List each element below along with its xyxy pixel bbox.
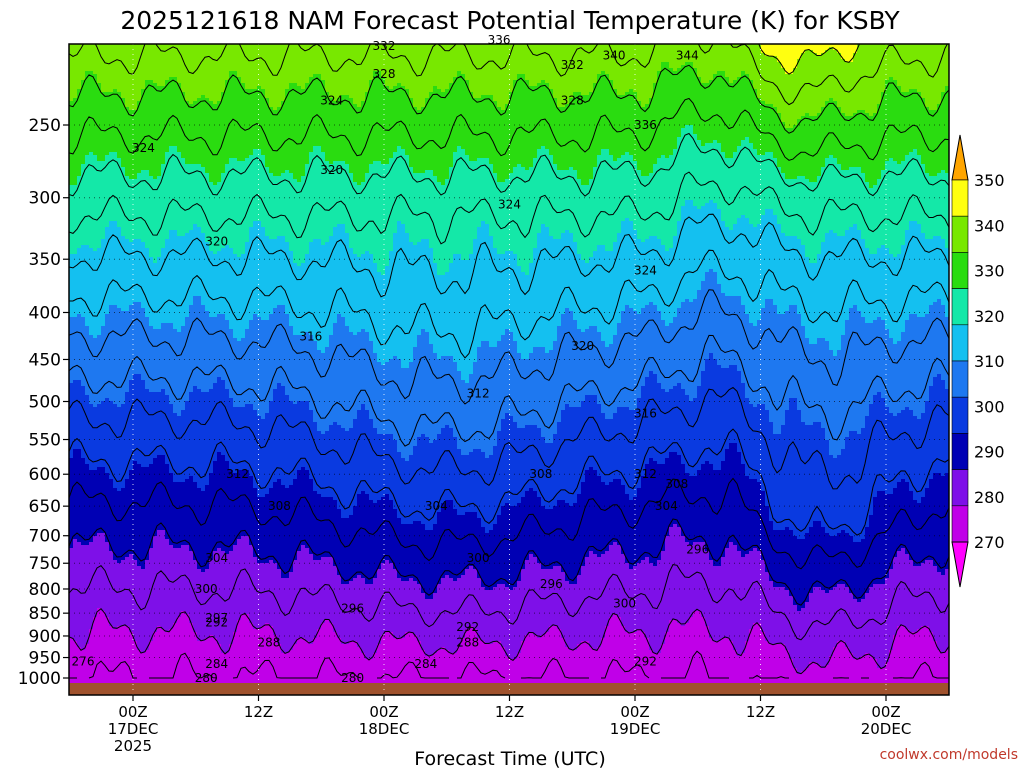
x-tick-label: 18DEC <box>359 720 410 738</box>
contour-label: 276 <box>72 655 95 669</box>
contour-label: 297 <box>205 611 228 625</box>
colorbar-level-label: 280 <box>974 488 1005 507</box>
contour-label: 328 <box>561 93 584 107</box>
contour-label: 288 <box>258 636 281 650</box>
y-axis: 250 300 350 400 450 500 550 600 650 700 750 800 850 9… <box>18 116 69 689</box>
y-tick-label: 550 <box>29 431 61 451</box>
colorbar-level-label: 320 <box>974 307 1005 326</box>
contour-label: 312 <box>467 386 490 400</box>
colorbar-swatch <box>952 542 968 587</box>
contour-label: 340 <box>603 48 626 62</box>
x-tick-label: 00Z <box>620 703 649 721</box>
contour-label: 300 <box>613 597 636 611</box>
y-tick-label: 250 <box>29 116 61 136</box>
contour-label: 316 <box>299 330 322 344</box>
contour-label: 320 <box>205 235 228 249</box>
contour-label: 312 <box>634 467 657 481</box>
colorbar-swatch <box>952 361 968 397</box>
contour-label: 324 <box>320 93 343 107</box>
colorbar-swatch <box>952 397 968 433</box>
colorbar-swatch <box>952 252 968 288</box>
x-tick-label: 20DEC <box>861 720 912 738</box>
contour-label: 332 <box>373 39 396 53</box>
colorbar-swatch <box>952 216 968 252</box>
chart-title: 2025121618 NAM Forecast Potential Temper… <box>120 6 900 35</box>
contour-label: 308 <box>529 467 552 481</box>
x-tick-label: 12Z <box>495 703 524 721</box>
contour-label: 324 <box>132 141 155 155</box>
x-tick-label: 2025 <box>114 737 152 755</box>
contour-label: 320 <box>571 339 594 353</box>
colorbar-swatch <box>952 180 968 216</box>
contour-label: 284 <box>414 657 437 671</box>
contour-label: 320 <box>320 163 343 177</box>
y-tick-label: 400 <box>29 303 61 323</box>
y-tick-label: 900 <box>29 627 61 647</box>
x-tick-label: 00Z <box>871 703 900 721</box>
y-tick-label: 650 <box>29 497 61 517</box>
contour-label: 304 <box>425 499 448 513</box>
y-tick-label: 1000 <box>18 669 61 689</box>
contour-label: 332 <box>561 58 584 72</box>
colorbar-swatch <box>952 433 968 469</box>
x-tick-label: 00Z <box>369 703 398 721</box>
y-tick-label: 850 <box>29 604 61 624</box>
colorbar-level-label: 340 <box>974 216 1005 235</box>
contour-label: 296 <box>540 577 563 591</box>
contour-label: 324 <box>498 197 521 211</box>
credit-text: coolwx.com/models <box>880 747 1018 763</box>
x-tick-label: 00Z <box>118 703 147 721</box>
y-tick-label: 600 <box>29 465 61 485</box>
x-tick-label: 17DEC <box>108 720 159 738</box>
x-axis-label: Forecast Time (UTC) <box>414 748 605 768</box>
x-tick-label: 19DEC <box>610 720 661 738</box>
contour-label: 300 <box>467 551 490 565</box>
colorbar-level-label: 270 <box>974 533 1005 552</box>
colorbar-legend: 270 280 290 300 310 320 330 340 350 <box>952 135 1005 587</box>
x-tick-label: 12Z <box>746 703 775 721</box>
contour-label: 308 <box>665 477 688 491</box>
contour-label: 280 <box>195 671 218 685</box>
contour-label: 292 <box>456 620 479 634</box>
contour-label: 328 <box>373 67 396 81</box>
contour-label: 304 <box>205 551 228 565</box>
colorbar-level-label: 300 <box>974 397 1005 416</box>
colorbar-level-label: 310 <box>974 352 1005 371</box>
y-tick-label: 300 <box>29 189 61 209</box>
contour-label: 296 <box>686 543 709 557</box>
contour-label: 288 <box>456 636 479 650</box>
colorbar-swatch <box>952 135 968 180</box>
y-tick-label: 500 <box>29 393 61 413</box>
colorbar-level-label: 350 <box>974 171 1005 190</box>
colorbar-swatch <box>952 470 968 506</box>
contour-label: 304 <box>655 499 678 513</box>
y-tick-label: 800 <box>29 580 61 600</box>
colorbar-level-label: 290 <box>974 443 1005 462</box>
colorbar-swatch <box>952 325 968 361</box>
contour-label: 280 <box>341 671 364 685</box>
contour-label: 284 <box>205 657 228 671</box>
contour-label: 300 <box>195 582 218 596</box>
contour-label: 312 <box>226 467 249 481</box>
contour-label: 296 <box>341 601 364 615</box>
y-tick-label: 450 <box>29 350 61 370</box>
contour-label: 292 <box>634 655 657 669</box>
y-tick-label: 950 <box>29 649 61 669</box>
contour-label: 324 <box>634 263 657 277</box>
contour-label: 308 <box>268 499 291 513</box>
colorbar-level-label: 330 <box>974 262 1005 281</box>
contour-label: 344 <box>676 48 699 62</box>
colorbar-swatch <box>952 289 968 325</box>
contour-label: 336 <box>634 118 657 132</box>
contour-label: 316 <box>634 406 657 420</box>
y-tick-label: 350 <box>29 250 61 270</box>
x-tick-label: 12Z <box>244 703 273 721</box>
colorbar-swatch <box>952 506 968 542</box>
contour-label: 336 <box>488 33 511 47</box>
y-tick-label: 700 <box>29 527 61 547</box>
y-tick-label: 750 <box>29 554 61 574</box>
